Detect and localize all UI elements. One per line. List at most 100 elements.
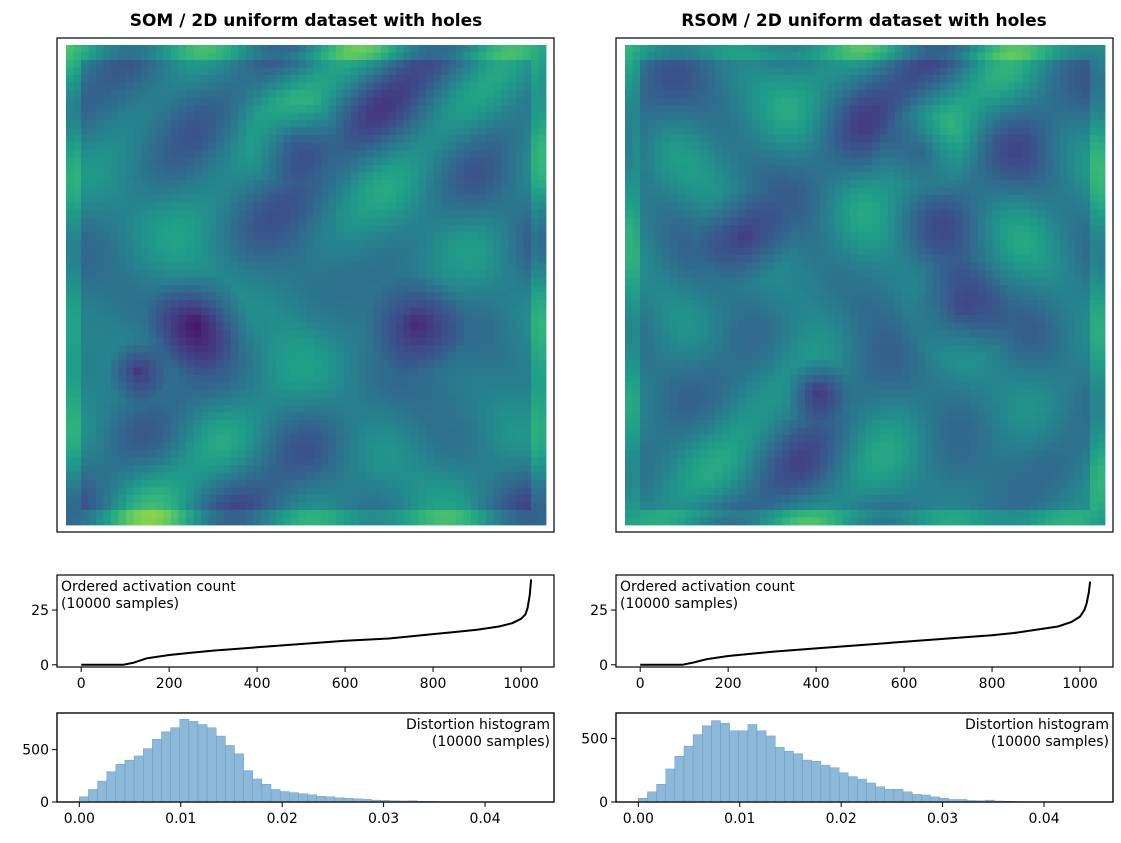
heatmap-cell: [73, 262, 82, 271]
heatmap-cell: [670, 127, 678, 136]
heatmap-cell: [677, 60, 686, 68]
heatmap-cell: [111, 135, 119, 143]
heatmap-cell: [336, 315, 344, 323]
heatmap-cell: [471, 90, 479, 98]
heatmap-cell: [426, 165, 434, 173]
heatmap-cell: [343, 390, 352, 398]
heatmap-cell: [493, 300, 502, 308]
heatmap-cell: [411, 60, 419, 68]
heatmap-cell: [471, 285, 479, 293]
heatmap-cell: [321, 195, 329, 203]
heatmap-cell: [96, 75, 104, 83]
heatmap-cell: [662, 60, 671, 68]
heatmap-cell: [246, 240, 254, 248]
heatmap-cell: [448, 232, 457, 241]
heatmap-cell: [685, 105, 693, 113]
heatmap-cell: [433, 292, 442, 301]
heatmap-cell: [231, 435, 239, 443]
heatmap-cell: [516, 397, 524, 406]
heatmap-cell: [148, 112, 157, 121]
heatmap-cell: [351, 142, 359, 151]
heatmap-cell: [403, 367, 412, 376]
heatmap-cell: [433, 315, 442, 323]
heatmap-cell: [88, 480, 97, 488]
heatmap-cell: [456, 397, 464, 406]
heatmap-cell: [156, 502, 164, 511]
heatmap-cell: [246, 60, 254, 68]
heatmap-cell: [208, 232, 217, 241]
heatmap-cell: [96, 450, 104, 458]
heatmap-cell: [291, 517, 299, 526]
heatmap-cell: [797, 75, 806, 83]
heatmap-cell: [171, 300, 179, 308]
heatmap-cell: [73, 60, 82, 68]
heatmap-cell: [313, 277, 322, 286]
heatmap-cell: [985, 82, 993, 91]
heatmap-cell: [148, 375, 157, 383]
heatmap-cell: [1067, 90, 1076, 98]
heatmap-cell: [268, 270, 277, 278]
heatmap-cell: [96, 397, 104, 406]
heatmap-cell: [118, 502, 127, 511]
heatmap-cell: [171, 307, 179, 316]
heatmap-cell: [238, 450, 247, 458]
heatmap-cell: [231, 262, 239, 271]
heatmap-cell: [336, 195, 344, 203]
heatmap-cell: [268, 517, 277, 526]
heatmap-cell: [493, 45, 502, 53]
heatmap-cell: [523, 127, 532, 136]
heatmap-cell: [358, 510, 367, 518]
heatmap-cell: [692, 60, 701, 68]
heatmap-cell: [433, 375, 442, 383]
heatmap-cell: [66, 345, 74, 353]
heatmap-cell: [111, 465, 119, 473]
heatmap-cell: [403, 270, 412, 278]
heatmap-cell: [433, 465, 442, 473]
heatmap-cell: [463, 465, 472, 473]
heatmap-cell: [396, 97, 404, 106]
heatmap-cell: [411, 262, 419, 271]
heatmap-cell: [141, 472, 149, 481]
heatmap-cell: [186, 442, 194, 451]
heatmap-cell: [805, 112, 813, 121]
heatmap-cell: [321, 180, 329, 188]
heatmap-cell: [493, 75, 502, 83]
heatmap-cell: [722, 142, 731, 151]
heatmap-cell: [246, 457, 254, 466]
heatmap-cell: [396, 517, 404, 526]
heatmap-cell: [291, 187, 299, 196]
heatmap-cell: [96, 82, 104, 91]
heatmap-cell: [193, 150, 202, 158]
heatmap-cell: [73, 367, 82, 376]
heatmap-cell: [268, 502, 277, 511]
heatmap-cell: [268, 277, 277, 286]
heatmap-cell: [103, 210, 112, 218]
heatmap-cell: [238, 480, 247, 488]
heatmap-cell: [456, 180, 464, 188]
heatmap-cell: [411, 97, 419, 106]
heatmap-cell: [730, 135, 738, 143]
heatmap-cell: [426, 120, 434, 128]
heatmap-cell: [985, 120, 993, 128]
heatmap-cell: [81, 472, 89, 481]
heatmap-cell: [328, 360, 337, 368]
heatmap-cell: [478, 247, 487, 256]
heatmap-cell: [381, 420, 389, 428]
heatmap-cell: [216, 360, 224, 368]
heatmap-cell: [216, 262, 224, 271]
heatmap-cell: [253, 450, 262, 458]
heatmap-cell: [276, 322, 284, 331]
heatmap-cell: [373, 397, 382, 406]
heatmap-cell: [745, 90, 753, 98]
heatmap-cell: [283, 360, 292, 368]
heatmap-cell: [730, 67, 738, 76]
heatmap-cell: [396, 180, 404, 188]
heatmap-cell: [306, 382, 314, 391]
heatmap-cell: [970, 52, 978, 61]
heatmap-cell: [171, 412, 179, 421]
heatmap-cell: [73, 195, 82, 203]
heatmap-cell: [178, 480, 187, 488]
heatmap-cell: [531, 127, 539, 136]
heatmap-cell: [306, 75, 314, 83]
heatmap-cell: [336, 225, 344, 233]
